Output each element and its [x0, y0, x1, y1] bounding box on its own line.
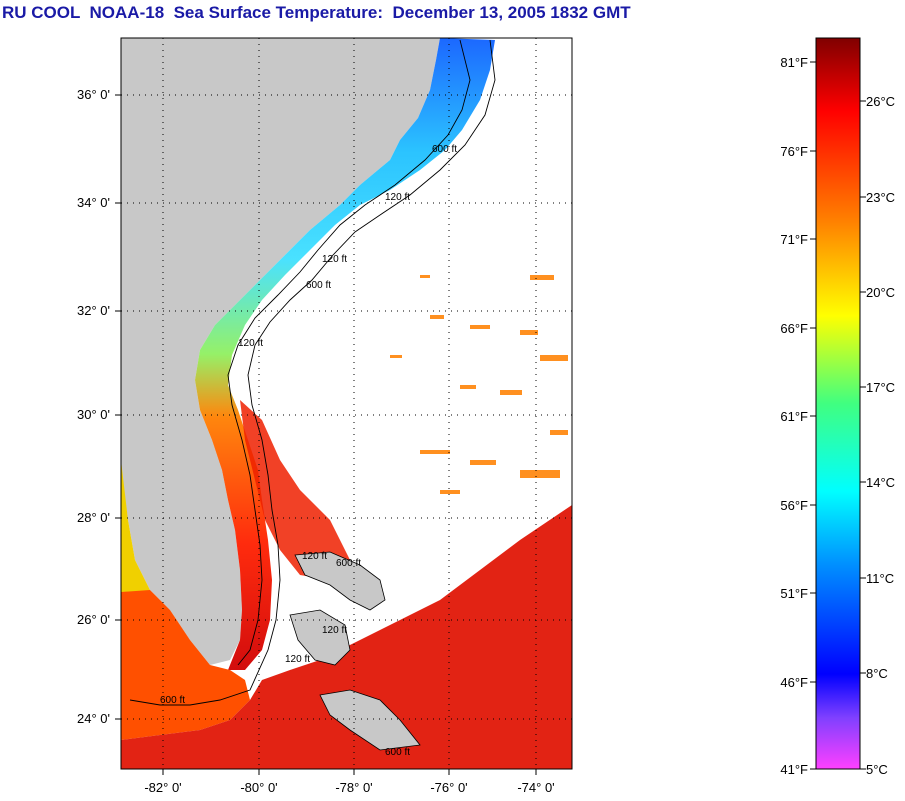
map-panel: 120 ft 600 ft 120 ft 600 ft 120 ft 120 f… [121, 38, 572, 769]
andros-island [289, 609, 351, 666]
sst-south-warm [121, 505, 572, 769]
colorbar-c-label: 5°C [866, 762, 888, 777]
cuba-coast [319, 689, 421, 751]
colorbar-f-label: 56°F [780, 498, 808, 513]
colorbar-c-label: 23°C [866, 190, 895, 205]
contour-label: 600 ft [385, 747, 410, 758]
lat-label: 36° 0' [77, 87, 110, 102]
sst-gulf-warm [121, 590, 250, 740]
contour-120ft [227, 39, 471, 666]
colorbar-f-label: 51°F [780, 586, 808, 601]
lon-label: -76° 0' [430, 780, 467, 795]
lon-label: -74° 0' [517, 780, 554, 795]
colorbar-ticks [810, 61, 866, 770]
bahamas-bank [294, 551, 386, 611]
lat-label: 24° 0' [77, 711, 110, 726]
colorbar-c-label: 26°C [866, 94, 895, 109]
contour-label: 120 ft [322, 254, 347, 265]
lat-label: 30° 0' [77, 407, 110, 422]
colorbar-c-label: 17°C [866, 380, 895, 395]
colorbar-f-label: 81°F [780, 55, 808, 70]
page-title: RU COOL NOAA-18 Sea Surface Temperature:… [2, 3, 631, 22]
colorbar-f-label: 66°F [780, 321, 808, 336]
contour-label: 600 ft [432, 144, 457, 155]
lon-label: -80° 0' [240, 780, 277, 795]
sst-coastal-band [195, 38, 495, 670]
axis-ticks [115, 94, 537, 775]
contour-label: 120 ft [238, 338, 263, 349]
contour-label: 600 ft [336, 558, 361, 569]
map-frame [120, 37, 573, 770]
lat-label: 28° 0' [77, 510, 110, 525]
colorbar-c-label: 20°C [866, 285, 895, 300]
colorbar [815, 37, 861, 770]
land-mass [121, 38, 440, 665]
colorbar-c-label: 8°C [866, 666, 888, 681]
contour-label: 120 ft [385, 192, 410, 203]
contour-600ft [129, 39, 496, 706]
sst-offshore-patches [390, 275, 568, 494]
sst-stream-band [240, 400, 350, 580]
colorbar-f-label: 61°F [780, 409, 808, 424]
colorbar-c-label: 11°C [866, 571, 894, 586]
contour-label: 120 ft [285, 654, 310, 665]
lon-label: -78° 0' [335, 780, 372, 795]
colorbar-f-label: 46°F [780, 675, 808, 690]
contour-label: 120 ft [322, 625, 347, 636]
contour-label: 600 ft [160, 695, 185, 706]
colorbar-c-label: 14°C [866, 475, 895, 490]
lon-label: -82° 0' [144, 780, 181, 795]
sst-gulf-yellow [121, 460, 150, 592]
colorbar-f-label: 71°F [780, 232, 808, 247]
contour-label: 120 ft [302, 551, 327, 562]
colorbar-f-label: 41°F [780, 762, 808, 777]
contour-label: 600 ft [306, 280, 331, 291]
colorbar-f-label: 76°F [780, 144, 808, 159]
lat-label: 34° 0' [77, 195, 110, 210]
lat-label: 32° 0' [77, 303, 110, 318]
lat-label: 26° 0' [77, 612, 110, 627]
